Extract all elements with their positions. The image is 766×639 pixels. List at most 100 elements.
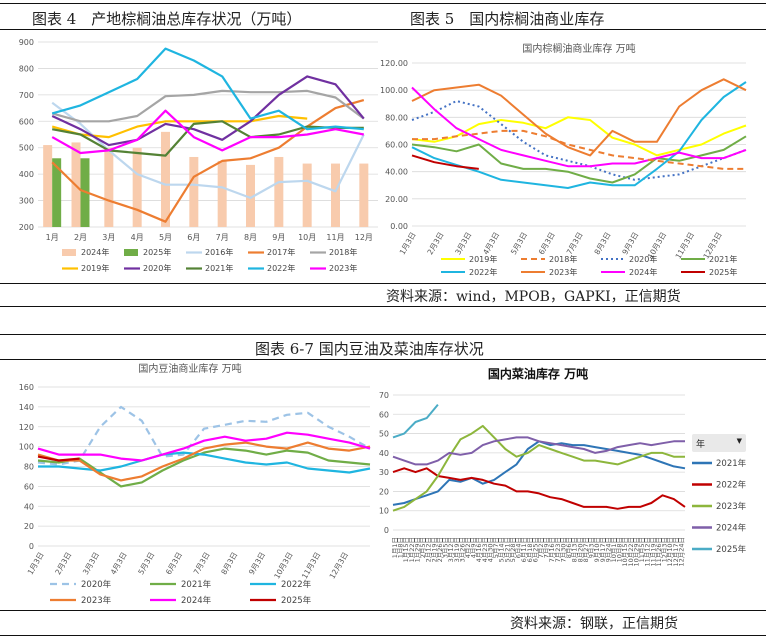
chart3-series-2025 (37, 455, 80, 462)
chart4-series-2022 (392, 467, 686, 510)
chart4-y-tick-label: 20 (379, 487, 389, 496)
chart4-y-tick-label: 10 (379, 507, 389, 516)
chart1-x-tick-label: 2月 (74, 233, 87, 242)
chart1-bar-2024-2 (104, 147, 114, 227)
chart2-y-tick-label: 40.00 (385, 168, 408, 177)
top-rule (0, 3, 766, 4)
chart1-legend-label: 2020年 (143, 263, 171, 273)
chart1-legend-label: 2017年 (267, 247, 295, 257)
chart2-series-2024 (411, 86, 747, 168)
chart1-y-tick-label: 900 (19, 38, 34, 47)
chart2-series-2021 (411, 135, 747, 184)
dropdown-label: 年 (696, 440, 706, 450)
chart2-heading: 图表 5 国内棕榈油商业库存 (410, 10, 605, 28)
chart4-legend-label: 2023年 (716, 501, 747, 512)
chart2-legend-label: 2021年 (709, 254, 737, 264)
chart2-legend-label: 2025年 (709, 267, 737, 277)
chart4-x-tick-label: 7月9日 (543, 537, 551, 558)
chart4-x-tick-label: 7月30日 (559, 537, 567, 562)
chart3-legend-label: 2023年 (81, 595, 112, 606)
chart4-x-tick-label: 2月26日 (436, 537, 444, 562)
chart4-x-tick-label: 12月24日 (677, 537, 685, 567)
bottom-source-note: 资料来源：钢联，正信期货 (510, 616, 678, 632)
chart3-y-tick-label: 0 (29, 542, 34, 551)
chart4-x-tick-label: 12月17日 (672, 537, 680, 567)
top-bottom-rule (0, 306, 766, 307)
legend-year-dropdown[interactable]: 年 ▼ (692, 434, 746, 452)
chart4-series-2025 (392, 403, 439, 439)
chart1-bar-2024-3 (132, 147, 142, 227)
chart1-y-tick-label: 600 (19, 117, 34, 126)
chart3-y-tick-label: 100 (19, 443, 34, 452)
chart2-series-2019 (411, 116, 747, 157)
chart1-legend-label: 2018年 (329, 247, 357, 257)
bottom-header-rule (0, 359, 766, 360)
chart1-x-tick-label: 1月 (46, 233, 59, 242)
chart4-x-tick-label: 1月15日 (402, 537, 410, 562)
chart4-x-tick-label: 2月5日 (419, 537, 427, 558)
chart4-x-tick-label: 11月19日 (649, 537, 657, 567)
chart1-y-tick-label: 800 (19, 64, 34, 73)
chart1-series-2016 (51, 101, 365, 199)
chart1-bar-2024-6 (217, 160, 227, 227)
chart1-bar-2024-4 (161, 131, 170, 227)
chart4-legend-label: 2021年 (716, 458, 747, 469)
chart4-x-tick-label: 8月6日 (565, 537, 573, 558)
chart3-y-tick-label: 160 (19, 383, 34, 392)
chart1-bar-2024-8 (274, 156, 284, 227)
chart4-x-tick-label: 3月12日 (447, 537, 455, 562)
chart1-legend-label: 2021年 (205, 263, 233, 273)
chart4-x-tick-label: 10月22日 (627, 537, 635, 567)
chart4-x-tick-label: 1月8日 (397, 537, 405, 558)
chart4-x-tick-label: 8月27日 (582, 537, 590, 562)
chart4-x-tick-label: 3月26日 (458, 537, 466, 562)
chart4-x-tick-label: 4月9日 (470, 537, 478, 558)
chart4-x-tick-label: 6月18日 (526, 537, 534, 562)
chart3-legend-label: 2021年 (181, 579, 212, 590)
chart1-x-tick-label: 5月 (159, 233, 172, 242)
chart4-legend-label: 2022年 (716, 480, 747, 491)
chart3-y-tick-label: 40 (24, 502, 34, 511)
chart1-heading: 图表 4 产地棕榈油总库存状况（万吨） (32, 10, 302, 28)
chart4-legend-label: 2025年 (716, 544, 747, 555)
chart1-legend-swatch-2024 (62, 249, 76, 256)
chart4-y-tick-label: 50 (379, 430, 389, 439)
chart4-x-tick-label: 8月13日 (571, 537, 579, 562)
chart1-bar-2024-7 (246, 164, 255, 227)
chart1-y-tick-label: 500 (19, 144, 34, 153)
chart4-y-tick-label: 70 (379, 391, 389, 400)
chart4-x-tick-label: 1月29日 (413, 537, 421, 562)
chart1-y-tick-label: 400 (19, 170, 34, 179)
chart1-series-2020 (51, 75, 365, 147)
chart1-series-2022 (51, 47, 364, 131)
chart4-x-tick-label: 5月14日 (498, 537, 506, 562)
chart2-title: 国内棕榈油商业库存 万吨 (522, 42, 635, 55)
chart2-series-2025 (411, 154, 479, 170)
chart2-series-2023 (411, 78, 747, 157)
chart4-x-tick-label: 7月2日 (537, 537, 545, 558)
chart3-legend-label: 2025年 (281, 595, 312, 606)
chart1-x-tick-label: 9月 (272, 233, 285, 242)
chart3-title: 国内豆油商业库存 万吨 (138, 362, 241, 375)
chart2-series-2018 (412, 129, 746, 170)
chart1-x-tick-label: 10月 (298, 233, 316, 242)
chart4-series-2024 (392, 436, 685, 466)
chart3-series-2023 (37, 441, 371, 482)
chart4-x-tick-label: 5月28日 (509, 537, 517, 562)
chart2-y-tick-label: 80.00 (385, 113, 408, 122)
chart1-legend-swatch-2025 (124, 249, 138, 256)
chart4-x-tick-label: 2月12日 (425, 537, 433, 562)
chart1-legend-label: 2023年 (329, 263, 357, 273)
chart4-x-tick-label: 10月8日 (616, 537, 624, 562)
chart3-y-tick-label: 60 (24, 482, 34, 491)
chart4-legend-label: 2024年 (716, 523, 747, 534)
chart1-x-tick-label: 4月 (131, 233, 144, 242)
chart1-bar-2024-5 (189, 156, 199, 227)
chart3-series-2020 (37, 405, 371, 466)
chart3-series-2024 (37, 431, 371, 462)
chart4-x-tick-label: 8月20日 (576, 537, 584, 562)
chart4-x-tick-label: 7月23日 (554, 537, 562, 562)
